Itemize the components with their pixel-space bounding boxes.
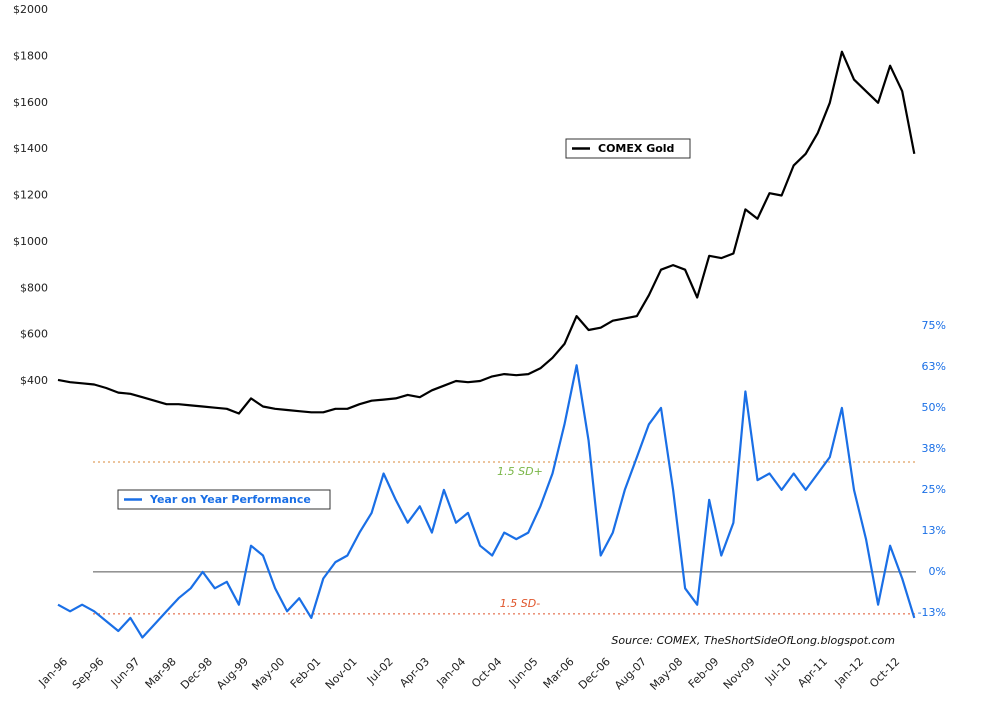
reference-label: 1.5 SD+ <box>497 465 543 478</box>
y-tick-label: $1000 <box>13 235 48 248</box>
y-tick-label: $1800 <box>13 49 48 62</box>
x-tick-label: Jul-02 <box>364 655 396 687</box>
x-tick-label: Nov-01 <box>323 655 360 692</box>
x-tick-label: Oct-12 <box>867 655 902 690</box>
y2-tick-label: 13% <box>922 524 946 537</box>
y2-tick-label: 0% <box>929 565 946 578</box>
y-tick-label: $1400 <box>13 142 48 155</box>
source-note: Source: COMEX, TheShortSideOfLong.blogsp… <box>611 634 895 647</box>
legend-label: Year on Year Performance <box>149 493 311 506</box>
x-tick-label: Dec-06 <box>576 655 613 692</box>
series-line <box>57 364 916 639</box>
y2-tick-label: -13% <box>918 606 946 619</box>
x-tick-label: Jan-96 <box>36 655 71 690</box>
y2-tick-label: 50% <box>922 401 946 414</box>
x-tick-label: Nov-09 <box>721 655 758 692</box>
y-tick-label: $1200 <box>13 189 48 202</box>
reference-label: 1.5 SD- <box>500 597 540 610</box>
x-tick-label: Dec-98 <box>178 655 215 692</box>
y2-tick-label: 75% <box>922 319 946 332</box>
y2-tick-label: 25% <box>922 483 946 496</box>
x-tick-label: May-00 <box>249 655 287 693</box>
y-tick-label: $600 <box>20 328 48 341</box>
x-tick-label: Jun-97 <box>108 655 143 690</box>
x-tick-label: Mar-98 <box>143 655 179 691</box>
x-tick-label: Feb-09 <box>686 655 722 691</box>
x-tick-label: Apr-11 <box>795 655 830 690</box>
x-tick-label: Apr-03 <box>397 655 432 690</box>
x-tick-label: Feb-01 <box>288 655 324 691</box>
x-tick-label: May-08 <box>647 655 685 693</box>
y2-tick-label: 63% <box>922 360 946 373</box>
series-line <box>57 50 916 415</box>
x-tick-label: Jan-12 <box>832 655 867 690</box>
y2-tick-label: 38% <box>922 442 946 455</box>
x-tick-label: Aug-07 <box>612 655 649 692</box>
x-tick-label: Jul-10 <box>762 655 794 687</box>
x-tick-label: Jun-05 <box>506 655 541 690</box>
x-tick-label: Jan-04 <box>434 655 469 690</box>
x-tick-label: Oct-04 <box>469 655 504 690</box>
y-tick-label: $2000 <box>13 3 48 16</box>
y-tick-label: $800 <box>20 281 48 294</box>
x-tick-label: Sep-96 <box>70 655 107 692</box>
x-tick-label: Mar-06 <box>541 655 577 691</box>
x-tick-label: Aug-99 <box>214 655 251 692</box>
legend-box <box>565 138 691 159</box>
y-tick-label: $400 <box>20 374 48 387</box>
legend-box <box>117 489 331 510</box>
legend-label: COMEX Gold <box>598 142 674 155</box>
y-tick-label: $1600 <box>13 96 48 109</box>
